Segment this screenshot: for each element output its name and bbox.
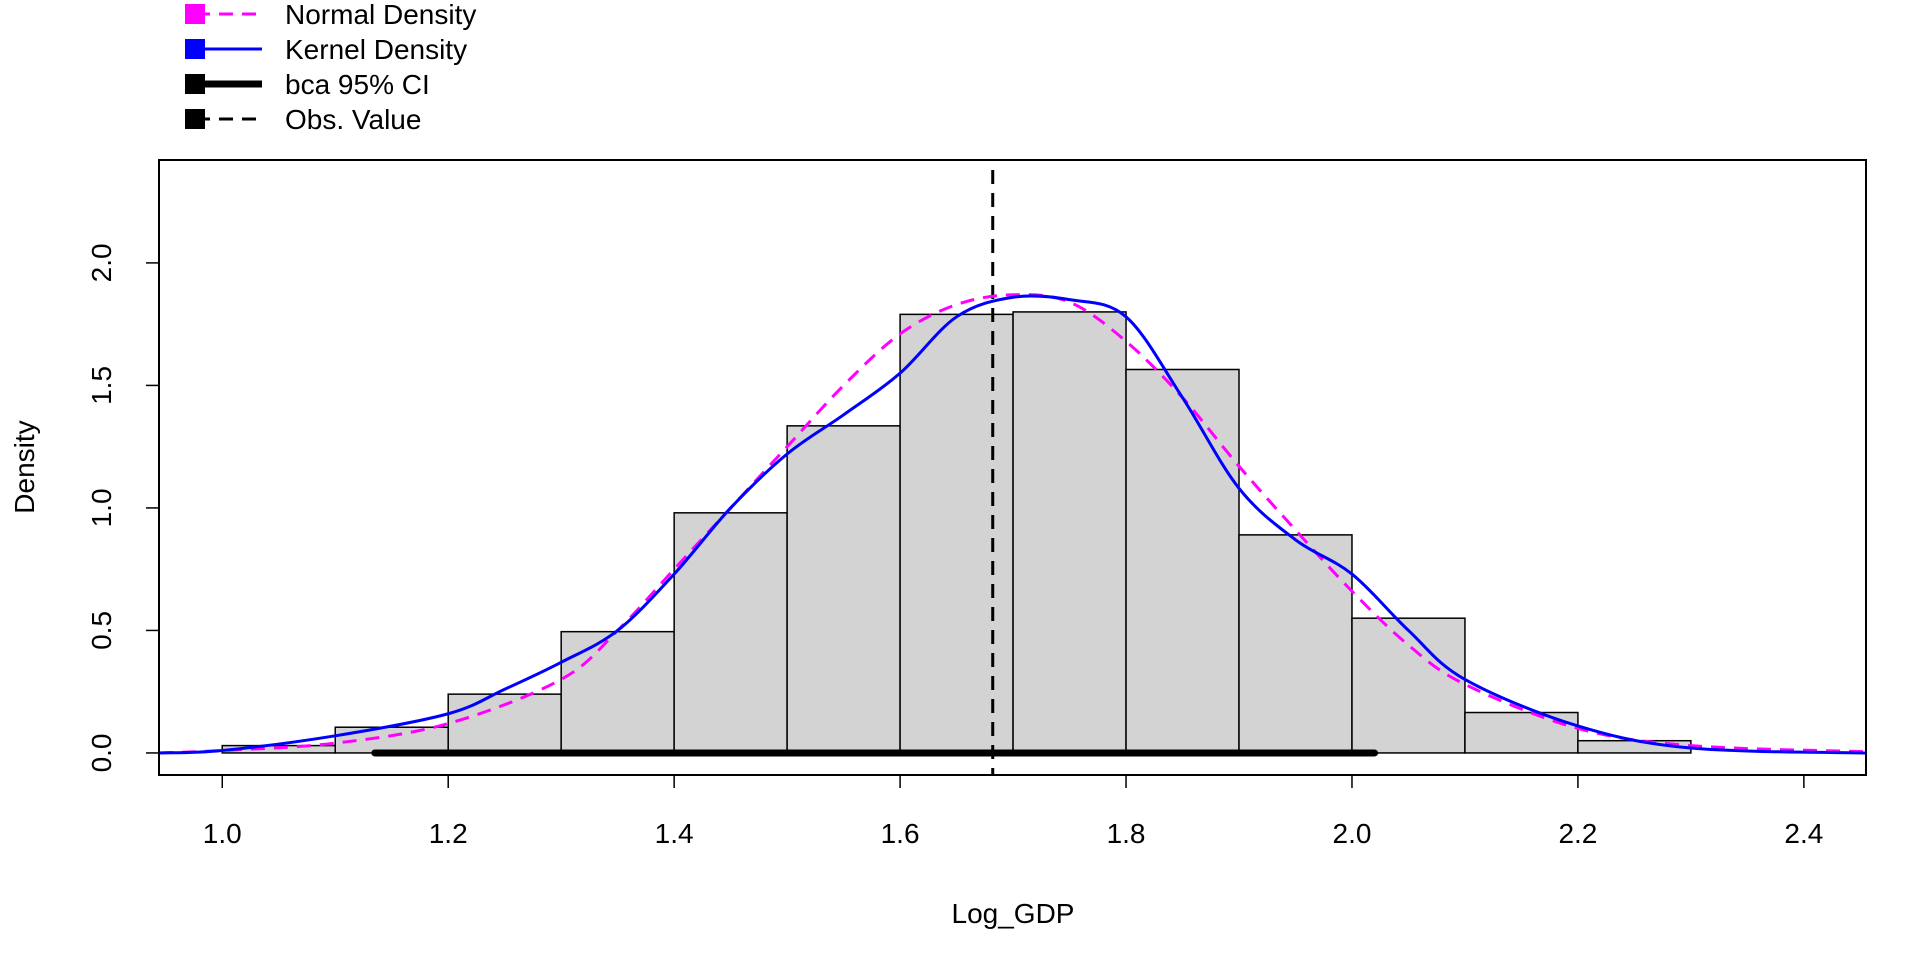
x-axis: 1.0 1.2 1.4 1.6 1.8 2.0 2.2 2.4 <box>203 775 1823 849</box>
histogram-bar <box>1351 617 1466 754</box>
legend-swatch <box>185 74 205 94</box>
y-axis: 0.0 0.5 1.0 1.5 2.0 <box>86 243 159 772</box>
histogram-bar <box>1125 368 1240 754</box>
legend-label: Kernel Density <box>285 34 467 65</box>
histogram-bar <box>560 630 675 754</box>
y-tick-label: 0.0 <box>86 733 117 772</box>
x-tick-label: 1.0 <box>203 818 242 849</box>
x-axis-title: Log_GDP <box>952 898 1075 929</box>
x-tick-label: 1.6 <box>881 818 920 849</box>
x-tick-label: 1.8 <box>1107 818 1146 849</box>
histogram-bar <box>447 693 562 754</box>
histogram-bar <box>786 425 901 754</box>
y-tick-label: 2.0 <box>86 243 117 282</box>
x-tick-label: 2.2 <box>1558 818 1597 849</box>
normal-density-curve <box>158 293 1867 755</box>
legend: Normal Density Kernel Density bca 95% CI Ob… <box>185 0 476 135</box>
density-curves <box>158 170 1867 775</box>
histogram-bar <box>1464 711 1579 754</box>
legend-label: Normal Density <box>285 0 476 30</box>
histogram-bar <box>899 313 1014 754</box>
legend-item: Obs. Value <box>185 104 421 135</box>
legend-label: Obs. Value <box>285 104 421 135</box>
plot-frame <box>158 159 1867 776</box>
legend-swatch <box>185 4 205 24</box>
legend-label: bca 95% CI <box>285 69 430 100</box>
kernel-density-curve <box>158 294 1867 755</box>
histogram-bar <box>673 512 788 754</box>
legend-item: Normal Density <box>185 0 476 30</box>
legend-swatch <box>185 109 205 129</box>
y-tick-label: 1.5 <box>86 366 117 405</box>
x-tick-label: 2.4 <box>1784 818 1823 849</box>
y-tick-label: 0.5 <box>86 611 117 650</box>
legend-item: Kernel Density <box>185 34 467 65</box>
y-axis-title: Density <box>9 420 40 513</box>
x-tick-label: 1.2 <box>429 818 468 849</box>
y-tick-label: 1.0 <box>86 488 117 527</box>
x-tick-label: 1.4 <box>655 818 694 849</box>
histogram-bar <box>1012 311 1127 754</box>
legend-item: bca 95% CI <box>185 69 430 100</box>
legend-swatch <box>185 39 205 59</box>
histogram-bar <box>1238 534 1353 754</box>
x-tick-label: 2.0 <box>1333 818 1372 849</box>
